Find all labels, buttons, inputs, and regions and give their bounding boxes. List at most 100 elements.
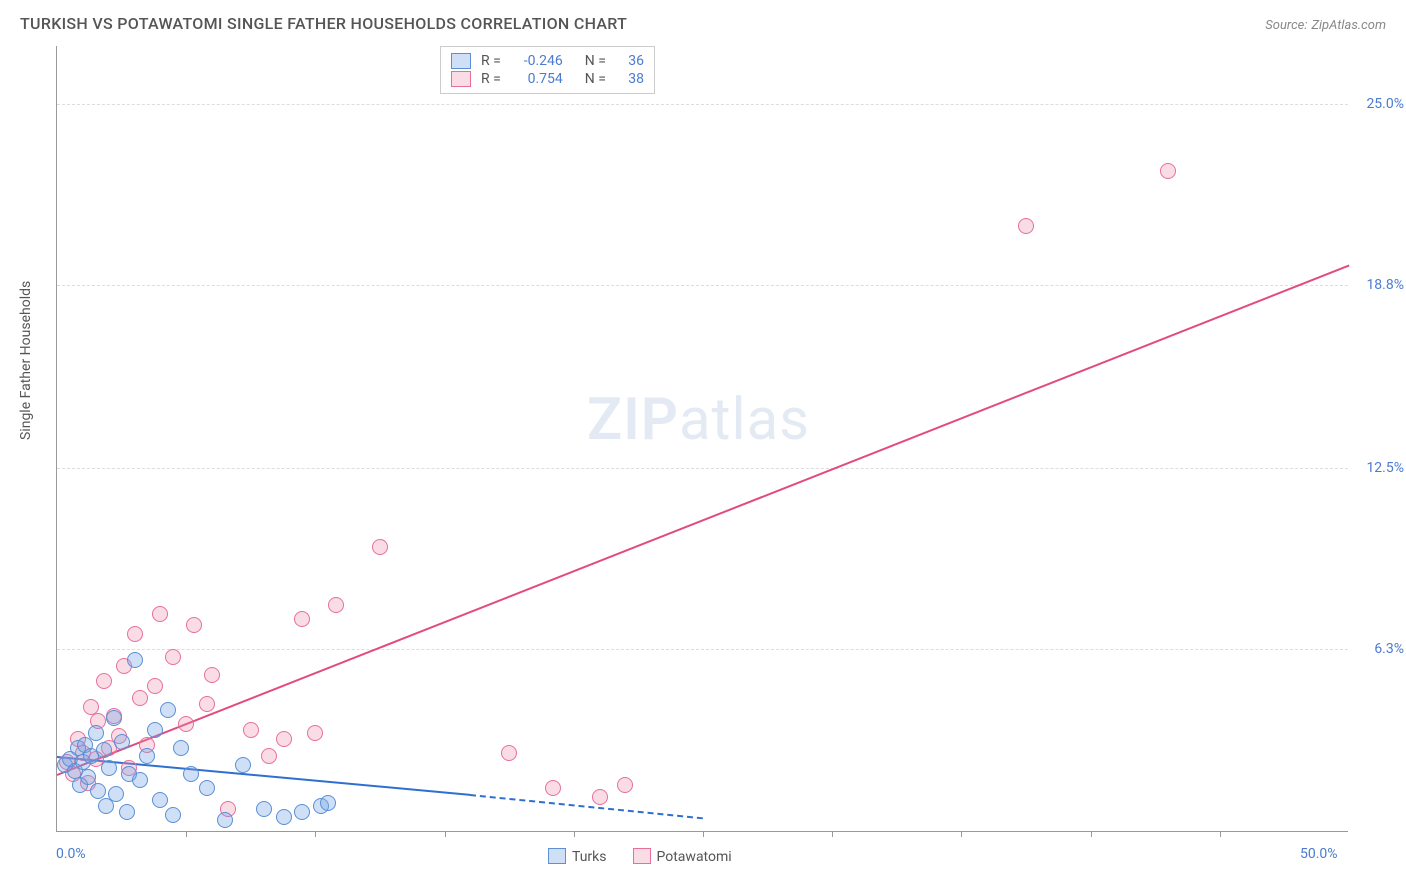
data-point bbox=[147, 678, 163, 694]
x-tick bbox=[315, 831, 316, 837]
data-point bbox=[127, 626, 143, 642]
legend-r-label: R = bbox=[481, 53, 501, 69]
y-tick-label: 25.0% bbox=[1354, 96, 1404, 112]
data-point bbox=[199, 780, 215, 796]
data-point bbox=[276, 809, 292, 825]
source-label: Source: bbox=[1265, 18, 1307, 33]
legend-swatch bbox=[451, 71, 471, 87]
data-point bbox=[294, 611, 310, 627]
watermark-atlas: atlas bbox=[679, 386, 810, 454]
data-point bbox=[96, 742, 112, 758]
data-point bbox=[235, 757, 251, 773]
data-point bbox=[183, 766, 199, 782]
x-tick bbox=[703, 831, 704, 837]
source-block: Source: ZipAtlas.com bbox=[1265, 14, 1386, 33]
data-point bbox=[1018, 218, 1034, 234]
watermark-zip: ZIP bbox=[587, 386, 679, 454]
gridline bbox=[57, 104, 1348, 105]
data-point bbox=[307, 725, 323, 741]
data-point bbox=[186, 617, 202, 633]
data-point bbox=[96, 673, 112, 689]
data-point bbox=[132, 690, 148, 706]
y-tick-label: 18.8% bbox=[1354, 277, 1404, 293]
legend-series-name: Potawatomi bbox=[657, 849, 732, 865]
legend-item: Potawatomi bbox=[633, 848, 732, 865]
x-tick bbox=[961, 831, 962, 837]
x-tick bbox=[1220, 831, 1221, 837]
x-label-min: 0.0% bbox=[56, 846, 86, 862]
legend-row: R = 0.754 N = 38 bbox=[451, 71, 644, 87]
plot-area: ZIPatlas 6.3%12.5%18.8%25.0% bbox=[56, 46, 1348, 832]
data-point bbox=[90, 783, 106, 799]
regression-line bbox=[470, 794, 703, 819]
data-point bbox=[592, 789, 608, 805]
data-point bbox=[1160, 163, 1176, 179]
y-axis-label: Single Father Households bbox=[18, 281, 34, 440]
data-point bbox=[204, 667, 220, 683]
y-tick-label: 6.3% bbox=[1354, 641, 1404, 657]
x-label-max: 50.0% bbox=[1300, 846, 1338, 862]
data-point bbox=[320, 795, 336, 811]
legend-n-label: N = bbox=[585, 71, 606, 87]
data-point bbox=[276, 731, 292, 747]
data-point bbox=[328, 597, 344, 613]
gridline bbox=[57, 649, 1348, 650]
data-point bbox=[160, 702, 176, 718]
data-point bbox=[108, 786, 124, 802]
series-legend: Turks Potawatomi bbox=[548, 848, 732, 865]
watermark: ZIPatlas bbox=[587, 386, 810, 454]
data-point bbox=[88, 725, 104, 741]
legend-item: Turks bbox=[548, 848, 607, 865]
data-point bbox=[243, 722, 259, 738]
legend-swatch bbox=[451, 53, 471, 69]
data-point bbox=[199, 696, 215, 712]
legend-r-value: -0.246 bbox=[511, 53, 563, 69]
data-point bbox=[114, 734, 130, 750]
data-point bbox=[173, 740, 189, 756]
x-tick bbox=[574, 831, 575, 837]
x-tick bbox=[1091, 831, 1092, 837]
data-point bbox=[80, 769, 96, 785]
data-point bbox=[147, 722, 163, 738]
legend-n-label: N = bbox=[585, 53, 606, 69]
chart-header: TURKISH VS POTAWATOMI SINGLE FATHER HOUS… bbox=[20, 14, 1386, 33]
data-point bbox=[217, 812, 233, 828]
legend-r-value: 0.754 bbox=[511, 71, 563, 87]
data-point bbox=[165, 649, 181, 665]
legend-n-value: 36 bbox=[616, 53, 644, 69]
data-point bbox=[256, 801, 272, 817]
data-point bbox=[501, 745, 517, 761]
data-point bbox=[545, 780, 561, 796]
x-tick bbox=[832, 831, 833, 837]
gridline bbox=[57, 285, 1348, 286]
data-point bbox=[261, 748, 277, 764]
legend-series-name: Turks bbox=[572, 849, 607, 865]
data-point bbox=[294, 804, 310, 820]
data-point bbox=[127, 652, 143, 668]
legend-r-label: R = bbox=[481, 71, 501, 87]
data-point bbox=[139, 748, 155, 764]
gridline bbox=[57, 468, 1348, 469]
data-point bbox=[178, 716, 194, 732]
data-point bbox=[165, 807, 181, 823]
data-point bbox=[152, 606, 168, 622]
data-point bbox=[106, 710, 122, 726]
data-point bbox=[152, 792, 168, 808]
data-point bbox=[132, 772, 148, 788]
legend-swatch bbox=[633, 848, 651, 864]
chart-title: TURKISH VS POTAWATOMI SINGLE FATHER HOUS… bbox=[20, 14, 627, 33]
source-name: ZipAtlas.com bbox=[1311, 18, 1386, 33]
regression-line bbox=[57, 264, 1350, 775]
x-tick bbox=[445, 831, 446, 837]
correlation-legend: R = -0.246 N = 36 R = 0.754 N = 38 bbox=[440, 46, 655, 94]
legend-swatch bbox=[548, 848, 566, 864]
data-point bbox=[101, 760, 117, 776]
data-point bbox=[83, 699, 99, 715]
legend-row: R = -0.246 N = 36 bbox=[451, 53, 644, 69]
y-tick-label: 12.5% bbox=[1354, 460, 1404, 476]
x-tick bbox=[186, 831, 187, 837]
data-point bbox=[372, 539, 388, 555]
data-point bbox=[617, 777, 633, 793]
data-point bbox=[119, 804, 135, 820]
legend-n-value: 38 bbox=[616, 71, 644, 87]
